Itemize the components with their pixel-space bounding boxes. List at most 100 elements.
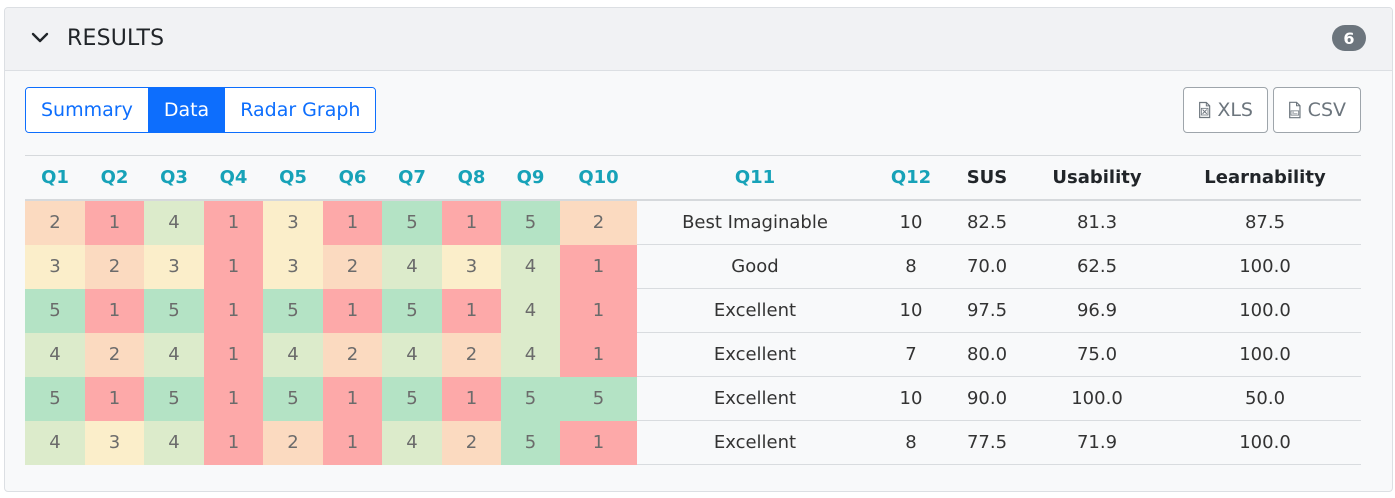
- results-table: Q1 Q2 Q3 Q4 Q5 Q6 Q7 Q8 Q9 Q10 Q11 Q12 SUS Usability L…: [25, 155, 1361, 465]
- score-cell-q9: 4: [501, 244, 560, 289]
- learnability-cell: 50.0: [1169, 376, 1361, 421]
- score-cell-q3: 4: [144, 332, 204, 377]
- learnability-cell: 100.0: [1169, 288, 1361, 333]
- score-cell-q3: 5: [144, 376, 204, 421]
- score-cell-q5: 4: [263, 332, 323, 377]
- score-cell-q10: 1: [560, 420, 637, 465]
- score-cell-q9: 4: [501, 332, 560, 377]
- score-cell-q2: 1: [85, 200, 144, 245]
- score-cell-q8: 3: [442, 244, 501, 289]
- column-header-learnability: Learnability: [1169, 155, 1361, 201]
- score-cell-q3: 3: [144, 244, 204, 289]
- tab-radar-graph[interactable]: Radar Graph: [225, 88, 376, 132]
- score-cell-q7: 5: [382, 376, 442, 421]
- count-badge: 6: [1332, 25, 1366, 51]
- score-cell-q1: 2: [25, 200, 85, 245]
- column-header-q4: Q4: [204, 155, 263, 201]
- tab-summary[interactable]: Summary: [26, 88, 149, 132]
- table-row: 5 1 5 1 5 1 5 1 5 5 Excellent 10 90.0 100.0 50.0: [25, 376, 1361, 421]
- score-cell-q4: 1: [204, 332, 263, 377]
- score-cell-q8: 2: [442, 420, 501, 465]
- score-cell-q5: 3: [263, 200, 323, 245]
- usability-cell: 96.9: [1025, 288, 1169, 333]
- tab-data[interactable]: Data: [148, 88, 226, 132]
- score-cell-q7: 5: [382, 288, 442, 333]
- q11-cell: Excellent: [637, 420, 873, 465]
- score-cell-q4: 1: [204, 288, 263, 333]
- table-body: 2 1 4 1 3 1 5 1 5 2 Best Imaginable 10 82.5 81.3 87.5 3…: [25, 200, 1361, 465]
- column-header-sus: SUS: [949, 155, 1025, 201]
- score-cell-q10: 2: [560, 200, 637, 245]
- score-cell-q2: 2: [85, 244, 144, 289]
- export-xls-button[interactable]: XLS: [1183, 87, 1268, 133]
- score-cell-q8: 1: [442, 376, 501, 421]
- xls-file-icon: [1199, 101, 1211, 119]
- score-cell-q4: 1: [204, 244, 263, 289]
- score-cell-q9: 5: [501, 376, 560, 421]
- results-header[interactable]: RESULTS 6: [5, 8, 1392, 71]
- score-cell-q3: 5: [144, 288, 204, 333]
- score-cell-q4: 1: [204, 376, 263, 421]
- learnability-cell: 100.0: [1169, 244, 1361, 289]
- score-cell-q1: 3: [25, 244, 85, 289]
- score-cell-q6: 1: [323, 420, 382, 465]
- q12-cell: 10: [873, 288, 949, 333]
- chevron-down-icon[interactable]: [31, 32, 49, 44]
- export-csv-button[interactable]: CSV: [1273, 87, 1361, 133]
- sus-cell: 97.5: [949, 288, 1025, 333]
- table-row: 5 1 5 1 5 1 5 1 4 1 Excellent 10 97.5 96.9 100.0: [25, 288, 1361, 333]
- table-row: 4 2 4 1 4 2 4 2 4 1 Excellent 7 80.0 75.0 100.0: [25, 332, 1361, 377]
- column-header-q12: Q12: [873, 155, 949, 201]
- column-header-usability: Usability: [1025, 155, 1169, 201]
- results-table-container: Q1 Q2 Q3 Q4 Q5 Q6 Q7 Q8 Q9 Q10 Q11 Q12 SUS Usability L…: [25, 155, 1361, 465]
- score-cell-q7: 4: [382, 332, 442, 377]
- score-cell-q10: 1: [560, 332, 637, 377]
- q12-cell: 10: [873, 200, 949, 245]
- usability-cell: 62.5: [1025, 244, 1169, 289]
- table-row: 3 2 3 1 3 2 4 3 4 1 Good 8 70.0 62.5 100.0: [25, 244, 1361, 289]
- score-cell-q6: 2: [323, 332, 382, 377]
- score-cell-q6: 1: [323, 376, 382, 421]
- export-csv-label: CSV: [1307, 99, 1346, 121]
- score-cell-q6: 1: [323, 200, 382, 245]
- table-row: 2 1 4 1 3 1 5 1 5 2 Best Imaginable 10 82.5 81.3 87.5: [25, 200, 1361, 245]
- sus-cell: 70.0: [949, 244, 1025, 289]
- score-cell-q2: 3: [85, 420, 144, 465]
- view-tabs: Summary Data Radar Graph: [25, 87, 377, 133]
- usability-cell: 100.0: [1025, 376, 1169, 421]
- score-cell-q8: 2: [442, 332, 501, 377]
- score-cell-q10: 5: [560, 376, 637, 421]
- score-cell-q10: 1: [560, 288, 637, 333]
- score-cell-q7: 4: [382, 420, 442, 465]
- score-cell-q5: 5: [263, 376, 323, 421]
- csv-file-icon: [1289, 101, 1301, 119]
- score-cell-q2: 1: [85, 376, 144, 421]
- score-cell-q3: 4: [144, 420, 204, 465]
- score-cell-q8: 1: [442, 200, 501, 245]
- table-header-row: Q1 Q2 Q3 Q4 Q5 Q6 Q7 Q8 Q9 Q10 Q11 Q12 SUS Usability L…: [25, 155, 1361, 201]
- sus-cell: 77.5: [949, 420, 1025, 465]
- score-cell-q1: 4: [25, 332, 85, 377]
- score-cell-q9: 4: [501, 288, 560, 333]
- q11-cell: Excellent: [637, 332, 873, 377]
- column-header-q8: Q8: [442, 155, 501, 201]
- score-cell-q10: 1: [560, 244, 637, 289]
- score-cell-q3: 4: [144, 200, 204, 245]
- column-header-q1: Q1: [25, 155, 85, 201]
- q11-cell: Best Imaginable: [637, 200, 873, 245]
- q12-cell: 10: [873, 376, 949, 421]
- column-header-q10: Q10: [560, 155, 637, 201]
- panel-title: RESULTS: [67, 26, 165, 51]
- score-cell-q7: 4: [382, 244, 442, 289]
- column-header-q6: Q6: [323, 155, 382, 201]
- usability-cell: 81.3: [1025, 200, 1169, 245]
- column-header-q7: Q7: [382, 155, 442, 201]
- score-cell-q2: 2: [85, 332, 144, 377]
- table-row: 4 3 4 1 2 1 4 2 5 1 Excellent 8 77.5 71.9 100.0: [25, 420, 1361, 465]
- score-cell-q1: 5: [25, 376, 85, 421]
- score-cell-q2: 1: [85, 288, 144, 333]
- score-cell-q4: 1: [204, 200, 263, 245]
- usability-cell: 71.9: [1025, 420, 1169, 465]
- score-cell-q9: 5: [501, 420, 560, 465]
- q12-cell: 7: [873, 332, 949, 377]
